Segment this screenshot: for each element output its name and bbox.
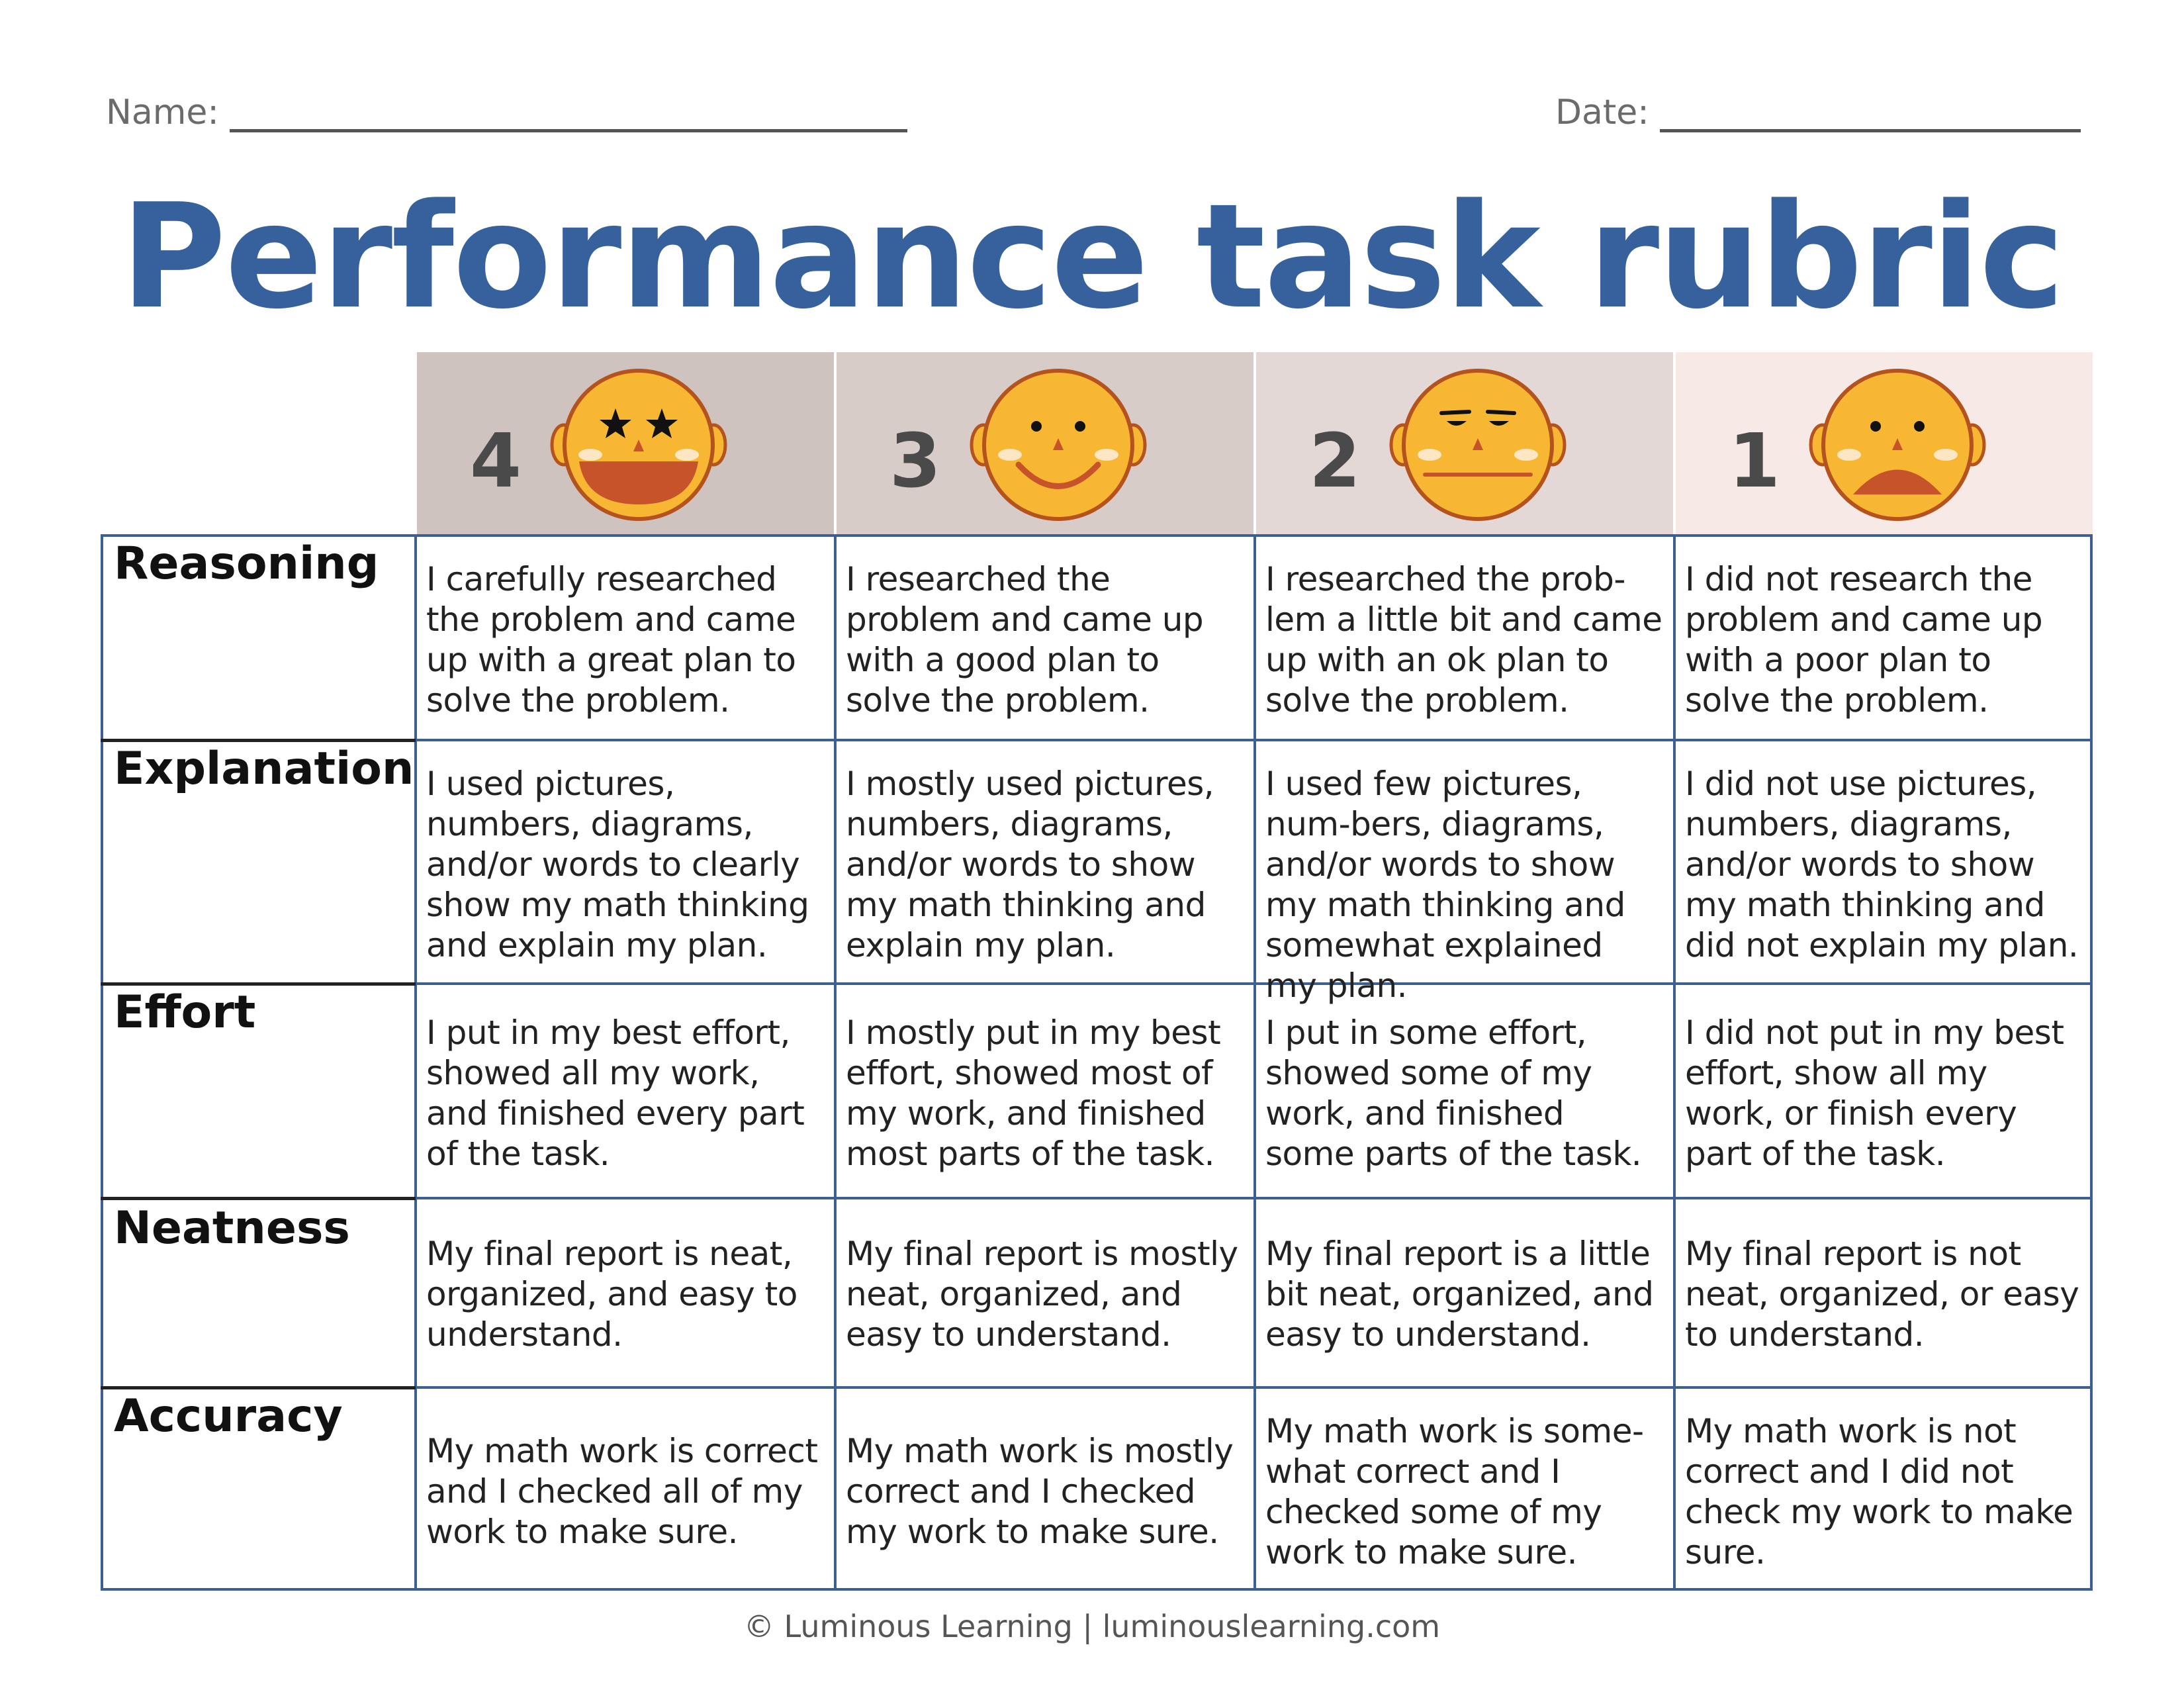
criterion-rule	[101, 1197, 416, 1200]
rubric-grid	[101, 534, 2093, 1591]
page-title: Performance task rubric	[120, 173, 2065, 341]
level-header-3: 3	[837, 352, 1253, 534]
column-divider	[414, 534, 417, 1591]
criterion-explanation: Explanation	[114, 743, 414, 795]
row-divider	[101, 1197, 2093, 1199]
level-header-1: 1	[1676, 352, 2093, 534]
column-divider	[1673, 534, 1676, 1591]
row-divider	[101, 1386, 2093, 1389]
level-score: 2	[1309, 418, 1361, 504]
name-field[interactable]: Name:	[106, 93, 907, 132]
rubric-cell: I put in my best effort, showed all my w…	[426, 1013, 805, 1173]
name-date-row: Name: Date:	[106, 93, 2085, 146]
name-label: Name:	[106, 93, 219, 132]
rubric-cell: My final report is neat, organized, and …	[426, 1235, 797, 1354]
rubric-cell: My final report is a little bit neat, or…	[1265, 1235, 1654, 1354]
footer-credit: © Luminous Learning | luminouslearning.c…	[743, 1609, 1441, 1644]
row-divider	[101, 739, 2093, 741]
criterion-effort: Effort	[114, 986, 256, 1039]
rubric-cell: I researched the prob-lem a little bit a…	[1265, 560, 1662, 720]
rubric-cell: I did not use pictures, numbers, diagram…	[1685, 765, 2079, 964]
date-line[interactable]	[1659, 93, 2081, 132]
level-score: 4	[470, 418, 522, 504]
rubric-cell: I mostly put in my best effort, showed m…	[846, 1013, 1221, 1173]
rubric-cell: I put in some effort, showed some of my …	[1265, 1013, 1642, 1173]
date-field[interactable]: Date:	[1555, 93, 2081, 132]
criterion-reasoning: Reasoning	[114, 538, 379, 590]
name-line[interactable]	[229, 93, 907, 132]
level-score: 3	[889, 418, 941, 504]
neutral-face-icon	[1389, 369, 1567, 521]
level-header-4: 4	[417, 352, 834, 534]
rubric-cell: I mostly used pictures, numbers, diagram…	[846, 765, 1214, 964]
criterion-accuracy: Accuracy	[114, 1390, 343, 1442]
rubric-cell: I used few pictures, num-bers, diagrams,…	[1265, 765, 1625, 1005]
rubric-cell: My math work is not correct and I did no…	[1685, 1412, 2073, 1571]
smiling-face-icon	[970, 369, 1147, 521]
rubric-cell: I carefully researched the problem and c…	[426, 560, 796, 720]
rubric-cell: My final report is not neat, organized, …	[1685, 1235, 2079, 1354]
criterion-neatness: Neatness	[114, 1202, 350, 1254]
rubric-cell: My math work is correct and I checked al…	[426, 1432, 818, 1551]
row-divider	[101, 982, 2093, 985]
level-header-2: 2	[1256, 352, 1673, 534]
level-score: 1	[1729, 418, 1780, 504]
criterion-rule	[101, 739, 416, 742]
star-eyes-face-icon	[550, 369, 727, 521]
rubric-cell: I used pictures, numbers, diagrams, and/…	[426, 765, 809, 964]
criterion-rule	[101, 982, 416, 986]
rubric-cell: I researched the problem and came up wit…	[846, 560, 1204, 720]
rubric-cell: My math work is some-what correct and I …	[1265, 1412, 1644, 1571]
column-divider	[834, 534, 837, 1591]
criterion-rule	[101, 1386, 416, 1389]
rubric-cell: My math work is mostly correct and I che…	[846, 1432, 1234, 1551]
date-label: Date:	[1555, 93, 1649, 132]
rubric-cell: I did not put in my best effort, show al…	[1685, 1013, 2064, 1173]
rubric-cell: My final report is mostly neat, organize…	[846, 1235, 1238, 1354]
frowning-face-icon	[1809, 369, 1986, 521]
rubric-cell: I did not research the problem and came …	[1685, 560, 2043, 720]
column-divider	[1253, 534, 1256, 1591]
